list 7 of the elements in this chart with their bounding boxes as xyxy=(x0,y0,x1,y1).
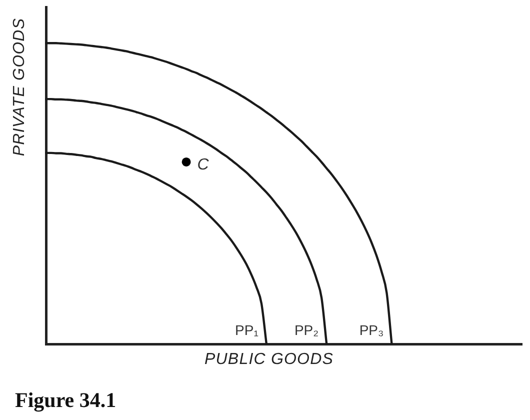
x-axis-title: PUBLIC GOODS xyxy=(204,351,334,369)
series-label: PP₂ xyxy=(294,322,319,338)
series-label: PP₁ xyxy=(235,322,259,338)
text: Figure 34.1 xyxy=(15,388,116,413)
y-axis-title: PRIVATE GOODS xyxy=(11,18,30,156)
series-label: PP₃ xyxy=(359,322,384,338)
series-label: C xyxy=(197,156,210,174)
